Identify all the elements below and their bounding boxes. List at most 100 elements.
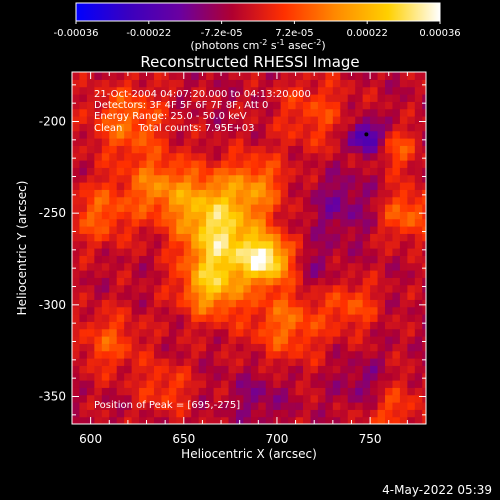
- heatmap-cell: [362, 262, 371, 271]
- heatmap-cell: [116, 130, 125, 139]
- heatmap-cell: [221, 94, 230, 102]
- heatmap-cell: [295, 314, 304, 322]
- heatmap-cell: [183, 270, 192, 278]
- heatmap-cell: [273, 277, 282, 286]
- heatmap-cell: [191, 94, 200, 102]
- heatmap-cell: [109, 292, 118, 300]
- heatmap-cell: [131, 240, 140, 249]
- heatmap-cell: [288, 336, 297, 344]
- heatmap-cell: [340, 314, 349, 322]
- heatmap-cell: [325, 255, 334, 264]
- heatmap-cell: [325, 409, 334, 418]
- heatmap-cell: [72, 387, 81, 396]
- heatmap-cell: [221, 284, 230, 293]
- heatmap-cell: [124, 306, 133, 315]
- heatmap-cell: [347, 94, 356, 102]
- heatmap-cell: [385, 196, 394, 205]
- heatmap-cell: [146, 86, 155, 95]
- heatmap-cell: [139, 416, 148, 424]
- heatmap-cell: [250, 101, 259, 110]
- heatmap-cell: [243, 240, 252, 249]
- heatmap-cell: [280, 152, 289, 161]
- heatmap-cell: [317, 160, 326, 168]
- heatmap-cell: [422, 196, 426, 205]
- heatmap-cell: [370, 218, 379, 227]
- heatmap-cell: [422, 299, 426, 308]
- heatmap-cell: [183, 240, 192, 249]
- heatmap-cell: [265, 160, 274, 168]
- heatmap-cell: [161, 79, 170, 88]
- heatmap-cell: [228, 416, 237, 424]
- heatmap-cell: [332, 284, 341, 293]
- heatmap-cell: [273, 248, 282, 256]
- heatmap-cell: [221, 350, 230, 359]
- heatmap-cell: [228, 255, 237, 264]
- heatmap-cell: [303, 394, 312, 403]
- heatmap-cell: [347, 218, 356, 227]
- heatmap-cell: [116, 292, 125, 300]
- heatmap-cell: [385, 270, 394, 278]
- heatmap-cell: [228, 130, 237, 139]
- heatmap-cell: [116, 402, 125, 410]
- y-tick-label: -350: [39, 390, 66, 404]
- heatmap-cell: [101, 365, 110, 374]
- heatmap-cell: [176, 123, 185, 132]
- heatmap-cell: [243, 394, 252, 403]
- heatmap-cell: [243, 343, 252, 352]
- heatmap-cell: [399, 204, 408, 212]
- heatmap-cell: [385, 211, 394, 220]
- heatmap-cell: [288, 196, 297, 205]
- heatmap-cell: [72, 79, 81, 88]
- heatmap-cell: [72, 72, 81, 80]
- heatmap-cell: [385, 365, 394, 374]
- heatmap-cell: [385, 394, 394, 403]
- heatmap-cell: [280, 292, 289, 300]
- heatmap-cell: [414, 284, 423, 293]
- heatmap-cell: [265, 233, 274, 242]
- heatmap-cell: [280, 394, 289, 403]
- heatmap-cell: [139, 182, 148, 190]
- heatmap-cell: [176, 108, 185, 117]
- heatmap-cell: [295, 336, 304, 344]
- heatmap-cell: [355, 270, 364, 278]
- heatmap-cell: [176, 167, 185, 176]
- heatmap-cell: [243, 321, 252, 330]
- heatmap-cell: [72, 226, 81, 234]
- heatmap-cell: [303, 79, 312, 88]
- heatmap-cell: [407, 314, 416, 322]
- heatmap-cell: [265, 240, 274, 249]
- heatmap-cell: [317, 196, 326, 205]
- heatmap-cell: [146, 328, 155, 337]
- heatmap-cell: [355, 226, 364, 234]
- heatmap-cell: [273, 189, 282, 198]
- heatmap-cell: [377, 409, 386, 418]
- heatmap-cell: [407, 116, 416, 124]
- heatmap-cell: [213, 211, 222, 220]
- heatmap-cell: [280, 182, 289, 190]
- heatmap-cell: [131, 284, 140, 293]
- heatmap-cell: [213, 123, 222, 132]
- heatmap-cell: [377, 233, 386, 242]
- heatmap-cell: [250, 402, 259, 410]
- heatmap-cell: [317, 248, 326, 256]
- heatmap-cell: [370, 72, 379, 80]
- heatmap-cell: [79, 314, 88, 322]
- heatmap-cell: [124, 174, 133, 183]
- heatmap-cell: [228, 365, 237, 374]
- heatmap-cell: [407, 123, 416, 132]
- heatmap-cell: [153, 255, 163, 264]
- heatmap-cell: [131, 94, 140, 102]
- heatmap-cell: [399, 387, 408, 396]
- heatmap-cell: [168, 409, 177, 418]
- heatmap-cell: [176, 416, 185, 424]
- heatmap-cell: [109, 196, 118, 205]
- colorbar: [75, 2, 441, 22]
- heatmap-cell: [325, 372, 334, 381]
- heatmap-cell: [206, 314, 215, 322]
- heatmap-cell: [422, 79, 426, 88]
- heatmap-cell: [198, 152, 207, 161]
- heatmap-cell: [265, 189, 274, 198]
- heatmap-cell: [295, 86, 304, 95]
- heatmap-cell: [370, 182, 379, 190]
- heatmap-cell: [258, 416, 267, 424]
